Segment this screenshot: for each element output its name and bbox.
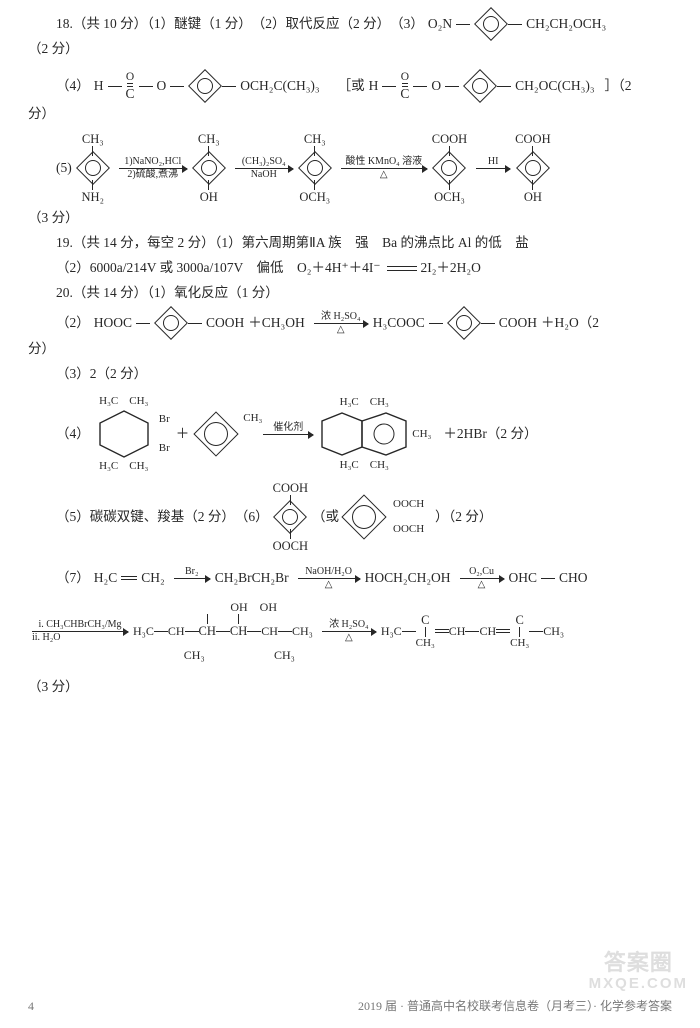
benzene-icon [341,495,386,540]
benzene-icon [154,306,188,340]
h: H [94,75,104,98]
bond [541,578,555,579]
bond [508,24,522,25]
watermark: 答案圈 MXQE.COM [589,951,688,992]
arrow-icon: 浓 H₂SO₄△ [314,311,368,336]
q19-l1: 19.（共 14 分，每空 2 分）（1）第六周期第ⅡA 族 强 Ba 的沸点比… [28,232,672,255]
arrow-icon: Br₂ [174,566,210,591]
mol2: CH₃ OH [192,132,226,205]
double-bond-icon [121,576,137,580]
bond [188,323,202,324]
bond [139,86,153,87]
q18-score-a: （2 分） [28,38,672,61]
arrow-icon: 浓 H₂SO₄△ [322,619,376,644]
benzene-icon [192,152,226,186]
q20-score-c: （3 分） [28,676,672,699]
q19-l2: （2）6000a/214V 或 3000a/107V 偏低 O₂＋4H⁺＋4I⁻… [28,257,672,280]
diol: H₃C—CH—OH OH H₃C CH CH CH CH CH₃ H₃C—CH₃… [133,601,313,663]
benzene-icon [188,69,222,103]
o: O [157,75,167,98]
bond [136,323,150,324]
bond [445,86,459,87]
footer-caption: 2019 届 · 普通高中名校联考信息卷（月考三）· 化学参考答案 [358,996,672,1016]
fen: 分） [28,338,672,361]
lead: （4） [56,75,90,98]
benzene-icon [474,7,508,41]
equil-icon [387,266,417,271]
arrow-icon: 酸性 KMnO₄ 溶液△ [341,156,427,181]
q20-part4: （4） H₃C CH₃ H₃C CH₃ Br Br ＋ CH₃ 催化剂 H₃C … [28,395,672,472]
bond [456,24,470,25]
page-number: 4 [28,996,34,1016]
mol1: CH₃ NH₂ [76,132,110,205]
bond [413,86,427,87]
q20-l1: 20.（共 14 分）（1）氧化反应（1 分） [28,282,672,305]
bond [429,323,443,324]
or: ［或 [324,75,365,98]
bond [382,86,396,87]
toluene: CH₃ [195,418,237,450]
q20-part2: （2） HOOC COOH ＋CH₃OH 浓 H₂SO₄△ H₃COOC COO… [28,311,672,336]
arrow-icon: i. CH₃CHBrCH₃/Mgii. H₂O [32,619,128,644]
benzene-icon [432,152,466,186]
carbonyl: O C [400,71,409,101]
bicyclic: H₃C CH₃ H₃C CH₃ [318,396,410,471]
q18-score-b: （3 分） [28,207,672,230]
q20-p5-6: （5）碳碳双键、羧基（2 分） （6） COOH OOCH （或 OOCH OO… [28,481,672,554]
q18-head: 18.（共 10 分）（1）醚键（1 分） （2）取代反应（2 分） （3） [56,13,424,36]
benzene-icon [194,411,239,456]
dibromo: H₃C CH₃ H₃C CH₃ Br Br [94,395,154,472]
lead: (5) [56,157,72,180]
r2: CH₂OC(CH₃)₃ [515,75,594,98]
q18-part4: （4） H O C O OCH₂C(CH₃)₃ ［或 H O C O CH₂OC… [28,71,672,101]
diene: H₃C CCH₃ CH CH CCH₃ CH₃ [381,613,564,650]
q20-p3: （3）2（2 分） [28,363,672,386]
no2: O₂N [428,13,452,36]
arrow-icon: HI [476,156,510,181]
arrow-icon: O₂,Cu△ [460,566,504,591]
q18-part1-3: 18.（共 10 分）（1）醚键（1 分） （2）取代反应（2 分） （3） O… [28,12,672,36]
mol-p6a: COOH OOCH [273,481,308,554]
benzene-icon [463,69,497,103]
benzene-icon [76,152,110,186]
arrow-icon: 1)NaNO₂,HCl2)硫酸,煮沸 [119,156,187,181]
benzene-icon [273,500,307,534]
arrow-icon: (CH₃)₂SO₄NaOH [235,156,293,181]
mol5: COOH OH [515,132,550,205]
bond [170,86,184,87]
close: ］（2 [605,75,632,98]
benzene-icon [447,306,481,340]
q20-p7a: （7） H₂C CH₂ Br₂ CH₂BrCH₂Br NaOH/H₂O△ HOC… [28,566,672,591]
page-footer: 4 2019 届 · 普通高中名校联考信息卷（月考三）· 化学参考答案 [28,996,672,1016]
p3-right: CH₂CH₂OCH₃ [526,13,606,36]
bond [481,323,495,324]
bond [497,86,511,87]
benzene-icon [516,152,550,186]
arrow-icon: 催化剂 [263,422,313,447]
carbonyl: O C [126,71,135,101]
q20-p7b: i. CH₃CHBrCH₃/Mgii. H₂O H₃C—CH—OH OH H₃C… [28,601,672,663]
arrow-icon: NaOH/H₂O△ [298,566,360,591]
mol4: COOH OCH₃ [432,132,467,205]
fused-rings-icon [318,409,410,459]
bond [222,86,236,87]
hexagon-icon [94,408,154,460]
benzene-icon [298,152,332,186]
r1: OCH₂C(CH₃)₃ [240,75,319,98]
bond [108,86,122,87]
mol3: CH₃ OCH₃ [298,132,332,205]
q18-part5: (5) CH₃ NH₂ 1)NaNO₂,HCl2)硫酸,煮沸 CH₃ OH (C… [28,132,672,205]
fen: 分） [28,103,672,126]
